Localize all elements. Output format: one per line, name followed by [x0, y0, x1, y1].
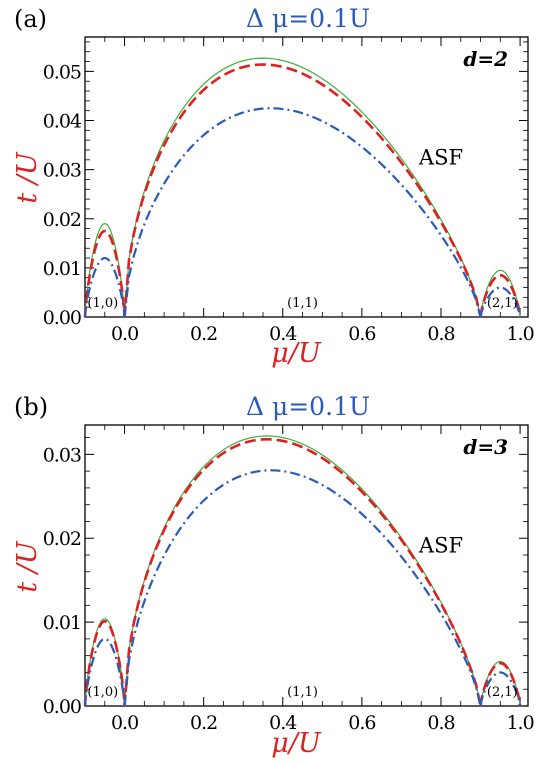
x-tick-label: 0.6: [348, 712, 375, 734]
panel-a-plot-area: 0.0 0.2 0.4 0.6 0.8 1.0 0.00 0.01 0.02 0.03 0.04 0.…: [43, 36, 535, 345]
series-dashdot-lobe-0: [83, 637, 126, 707]
x-tick-label: 0.8: [427, 323, 454, 345]
series-dashdot-lobe-1: [123, 107, 482, 318]
y-tick-label: 0.04: [43, 111, 82, 133]
lobe-label: (1,1): [287, 296, 318, 311]
asf-phase-label: ASF: [418, 533, 463, 557]
series-dashed-lobe-2: [479, 661, 522, 707]
panel-a-xlabel: μ/U: [271, 338, 322, 369]
panel-b-dimension-label: d=3: [463, 435, 508, 459]
y-tick-label: 0.03: [43, 160, 81, 182]
y-tick-label: 0.01: [43, 258, 81, 280]
series-dashdot-lobe-1: [123, 469, 482, 707]
x-tick-label: 0.0: [111, 712, 138, 734]
panel-a-title: Δ μ=0.1U: [246, 4, 370, 33]
panel-b: (b) Δ μ=0.1U μ/U t /U 0.0 0.2 0.4 0.6 0.8 1.0…: [12, 392, 535, 759]
series-dashed-lobe-2: [479, 273, 522, 318]
series-solid-lobe-1: [123, 57, 482, 318]
series-dashdot-lobe-2: [479, 671, 522, 707]
series-dashed-lobe-0: [83, 229, 126, 318]
y-tick-label: 0.00: [43, 307, 81, 329]
x-tick-label: 0.0: [111, 323, 138, 345]
y-tick-label: 0.02: [43, 209, 81, 231]
lobe-label: (1,0): [87, 685, 118, 700]
y-tick-label: 0.05: [43, 61, 81, 83]
lobe-label: (1,1): [287, 685, 318, 700]
y-tick-label: 0.01: [43, 612, 81, 634]
y-tick-label: 0.00: [43, 696, 81, 718]
panel-a: (a) Δ μ=0.1U μ/U t /U 0.0 0.2 0.4 0.6 0.8 1.0…: [12, 4, 535, 369]
panel-a-dimension-label: d=2: [463, 47, 508, 71]
lobe-label: (1,0): [87, 296, 118, 311]
series-dashed-lobe-0: [83, 619, 126, 707]
x-tick-label: 0.6: [348, 323, 375, 345]
lobe-label: (2,1): [487, 296, 518, 311]
asf-phase-label: ASF: [418, 146, 463, 170]
x-tick-label: 0.2: [190, 323, 217, 345]
panel-b-label: (b): [14, 393, 48, 421]
series-dashed-lobe-1: [123, 437, 482, 707]
panel-a-label: (a): [14, 5, 47, 33]
x-tick-label: 0.4: [269, 323, 297, 345]
series-solid-lobe-1: [123, 435, 482, 707]
panel-a-ylabel: t /U: [12, 151, 43, 204]
panel-b-ylabel: t /U: [12, 540, 43, 593]
series-dashdot-lobe-0: [83, 256, 126, 318]
x-tick-label: 0.2: [190, 712, 217, 734]
x-tick-label: 1.0: [506, 712, 533, 734]
x-tick-label: 1.0: [506, 323, 533, 345]
x-tick-label: 0.4: [269, 712, 297, 734]
lobe-label: (2,1): [487, 685, 518, 700]
x-tick-label: 0.8: [427, 712, 454, 734]
panel-b-frame: [84, 424, 529, 707]
y-tick-label: 0.03: [43, 444, 81, 466]
y-tick-label: 0.02: [43, 528, 81, 550]
series-dashdot-lobe-2: [479, 286, 522, 318]
panel-b-xlabel: μ/U: [271, 728, 322, 759]
series-dashed-lobe-1: [123, 63, 482, 318]
panel-b-title: Δ μ=0.1U: [246, 392, 370, 421]
panel-b-plot-area: 0.0 0.2 0.4 0.6 0.8 1.0 0.00 0.01 0.02 0.03 ASF (1,…: [43, 424, 535, 734]
panel-a-frame: [84, 36, 529, 318]
